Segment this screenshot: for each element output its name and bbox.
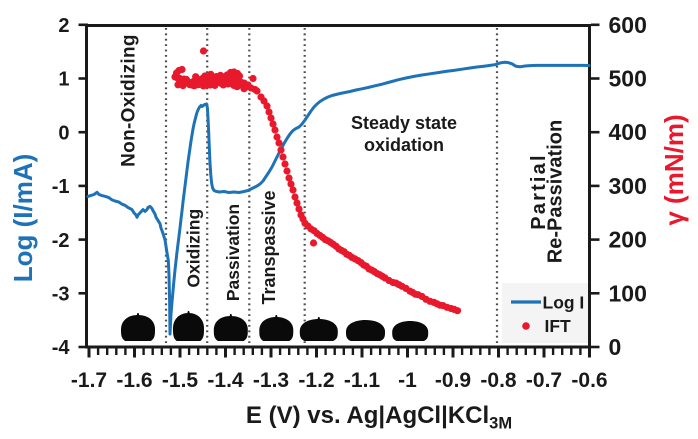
svg-text:100: 100	[609, 280, 647, 306]
svg-text:-1.6: -1.6	[116, 369, 152, 392]
svg-text:-3: -3	[52, 284, 70, 306]
svg-text:0: 0	[58, 122, 69, 144]
svg-text:2: 2	[58, 15, 69, 37]
svg-text:0: 0	[609, 334, 622, 360]
svg-text:Steady state: Steady state	[351, 113, 457, 133]
svg-text:Transpassive: Transpassive	[259, 190, 279, 304]
svg-text:-1.5: -1.5	[162, 369, 199, 392]
svg-text:-4: -4	[52, 337, 71, 359]
svg-text:1: 1	[58, 69, 69, 91]
svg-text:E (V) vs. Ag|AgCl|KCl3M: E (V) vs. Ag|AgCl|KCl3M	[246, 402, 512, 433]
svg-text:300: 300	[609, 173, 647, 199]
svg-text:oxidation: oxidation	[364, 135, 444, 155]
svg-text:Log I: Log I	[543, 292, 585, 312]
svg-text:-1.1: -1.1	[344, 369, 381, 392]
svg-text:Log (I/mA): Log (I/mA)	[8, 154, 38, 283]
svg-text:600: 600	[609, 12, 647, 38]
svg-text:-0.7: -0.7	[526, 369, 562, 392]
svg-text:-1.3: -1.3	[253, 369, 289, 392]
svg-text:-1.2: -1.2	[298, 369, 334, 392]
svg-text:-0.9: -0.9	[435, 369, 471, 392]
svg-text:-2: -2	[52, 230, 70, 252]
svg-text:-0.8: -0.8	[480, 369, 517, 392]
svg-text:Re-Passivation: Re-Passivation	[545, 120, 567, 263]
svg-text:Oxidizing: Oxidizing	[184, 209, 204, 288]
svg-text:Non-Oxidizing: Non-Oxidizing	[119, 34, 140, 167]
svg-text:500: 500	[609, 66, 647, 92]
svg-text:-1: -1	[52, 176, 70, 198]
svg-text:Partial: Partial	[528, 153, 550, 230]
svg-text:-0.6: -0.6	[571, 369, 607, 392]
svg-text:Passivation: Passivation	[223, 204, 243, 301]
svg-text:-1.4: -1.4	[207, 369, 244, 392]
svg-text:-1: -1	[398, 369, 417, 392]
svg-text:γ (mN/m): γ (mN/m)	[659, 114, 689, 225]
svg-text:200: 200	[609, 227, 647, 253]
svg-text:IFT: IFT	[545, 316, 572, 336]
svg-text:-1.7: -1.7	[71, 369, 107, 392]
svg-text:400: 400	[609, 119, 647, 145]
